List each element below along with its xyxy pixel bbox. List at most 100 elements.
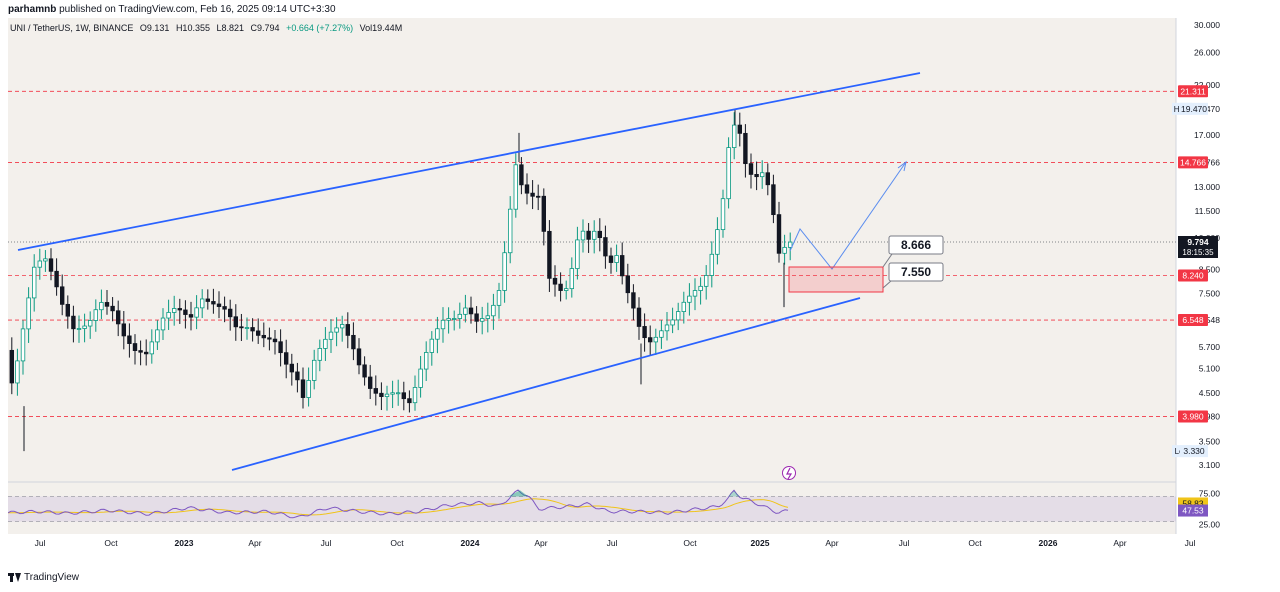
time-tick-label: Apr: [534, 538, 547, 548]
projection-path[interactable]: [789, 161, 907, 270]
time-tick-label: Oct: [104, 538, 118, 548]
candle-body: [485, 315, 490, 319]
rsi-overbought-fill: [508, 490, 528, 497]
candle-body: [76, 328, 82, 330]
candle-body: [463, 307, 468, 315]
current-price-label: 9.794: [1187, 237, 1209, 247]
price-tick-label: 30.000: [1194, 20, 1220, 30]
candle-body: [328, 331, 334, 340]
candle-body: [121, 323, 126, 337]
level-price-label: 8.240: [1182, 270, 1204, 280]
price-tick-label: 8.500: [1199, 264, 1221, 274]
candle-body: [608, 255, 614, 263]
candle-body: [676, 311, 681, 321]
candle-body: [468, 307, 474, 315]
candle-body: [356, 348, 362, 366]
candle-body: [536, 195, 541, 198]
price-tick-label: 26.000: [1194, 48, 1220, 58]
candle-body: [177, 308, 182, 311]
time-tick-label: Oct: [683, 538, 697, 548]
candle-body: [502, 252, 507, 291]
time-tick-label: 2026: [1039, 538, 1058, 548]
time-tick-label: Jul: [899, 538, 910, 548]
price-chart[interactable]: 30.000 26.000 22.000 19.470 17.000 14.766 13.0…: [8, 18, 1226, 550]
candle-body: [451, 318, 457, 320]
candle-body: [138, 350, 143, 353]
level-price-label: 14.766: [1180, 157, 1206, 167]
author-name[interactable]: parhamnb: [8, 4, 57, 15]
candle-body: [776, 214, 782, 254]
candle-body: [760, 172, 765, 178]
candle-body: [597, 230, 602, 238]
callout-lower-box[interactable]: [888, 262, 944, 282]
candle-body: [110, 305, 115, 312]
candle-body: [71, 315, 76, 330]
publish-header: parhamnb published on TradingView.com, F…: [0, 0, 1280, 18]
candle-body: [743, 132, 748, 165]
candle-body: [642, 326, 647, 339]
rsi-line[interactable]: [8, 489, 789, 519]
candle-body: [127, 335, 132, 344]
candle-body: [732, 124, 737, 148]
tradingview-logo-icon[interactable]: [8, 573, 21, 582]
candle-body: [586, 230, 591, 240]
candle-body: [429, 338, 434, 353]
symbol-name[interactable]: UNI / TetherUS, 1W, BINANCE: [10, 23, 134, 33]
candle-body: [211, 301, 216, 305]
candle-body: [519, 164, 524, 186]
candle-body: [423, 352, 429, 370]
time-axis[interactable]: [8, 534, 1226, 550]
candle-body: [82, 325, 87, 329]
candle-body: [60, 286, 65, 305]
candle-body: [670, 319, 675, 326]
callout-upper-box[interactable]: [888, 235, 944, 255]
projection-arrowhead: [897, 160, 907, 172]
candle-body: [194, 307, 199, 318]
candle-body: [614, 255, 619, 263]
candle-body: [160, 317, 166, 331]
level-price-badge: [1178, 410, 1208, 423]
footer-brand[interactable]: TradingView: [24, 572, 80, 583]
time-tick-label: Oct: [968, 538, 982, 548]
price-tick-label: 13.000: [1194, 182, 1220, 192]
candle-body: [726, 147, 731, 200]
candle-body: [580, 230, 586, 241]
candle-body: [552, 277, 558, 285]
candle-body: [345, 324, 350, 336]
rsi-band: [8, 496, 1176, 522]
channel-upper-trendline[interactable]: [17, 72, 921, 251]
candle-body: [547, 230, 552, 279]
candle-body: [704, 275, 709, 287]
symbol-legend: UNI / TetherUS, 1W, BINANCE O9.131 H10.3…: [10, 23, 406, 33]
candle-body: [379, 392, 384, 397]
level-price-badge: [1178, 314, 1208, 327]
candle-body: [183, 309, 188, 315]
candle-body: [31, 266, 37, 299]
candle-body: [233, 316, 238, 328]
channel-lower-trendline[interactable]: [231, 297, 861, 471]
lightning-icon[interactable]: [782, 466, 796, 480]
high-value-badge: [1180, 102, 1208, 115]
candle-body: [65, 303, 70, 317]
lightning-icon-glyph: [786, 467, 793, 480]
candle-body: [569, 268, 574, 290]
candle-body: [395, 392, 401, 395]
time-tick-label: Apr: [1113, 538, 1126, 548]
candle-body: [362, 364, 367, 378]
candle-body: [664, 324, 670, 332]
candle-body: [720, 198, 726, 231]
candle-body: [104, 302, 110, 307]
candle-body: [199, 298, 205, 309]
chart-area[interactable]: 30.000 26.000 22.000 19.470 17.000 14.766 13.0…: [8, 18, 1226, 550]
price-axis[interactable]: [1176, 18, 1226, 550]
candle-body: [530, 192, 535, 197]
candle-body: [558, 283, 563, 291]
time-tick-label: 2023: [175, 538, 194, 548]
demand-zone-box[interactable]: [788, 266, 884, 293]
rsi-tick-label: 25.00: [1199, 520, 1221, 530]
price-tick-label: 5.700: [1199, 342, 1221, 352]
candle-body: [295, 371, 300, 381]
time-tick-label: Oct: [390, 538, 404, 548]
candle-body: [771, 184, 776, 216]
candle-body: [289, 363, 294, 373]
